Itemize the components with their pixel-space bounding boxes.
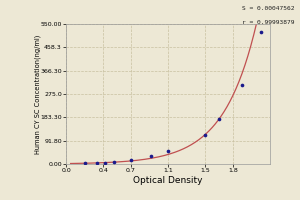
Y-axis label: Human CY SC Concentration(ng/ml): Human CY SC Concentration(ng/ml) bbox=[34, 34, 41, 154]
Point bbox=[203, 133, 208, 136]
Text: r = 0.99993879: r = 0.99993879 bbox=[242, 20, 294, 25]
Point bbox=[112, 160, 117, 164]
Point bbox=[258, 30, 263, 33]
Text: S = 0.00047562: S = 0.00047562 bbox=[242, 6, 294, 11]
Point bbox=[128, 159, 133, 162]
Point bbox=[166, 149, 170, 152]
Point bbox=[217, 118, 221, 121]
Point bbox=[149, 155, 154, 158]
X-axis label: Optical Density: Optical Density bbox=[133, 176, 203, 185]
Point bbox=[103, 161, 107, 164]
Point bbox=[240, 83, 244, 87]
Point bbox=[94, 162, 99, 165]
Point bbox=[82, 162, 87, 165]
